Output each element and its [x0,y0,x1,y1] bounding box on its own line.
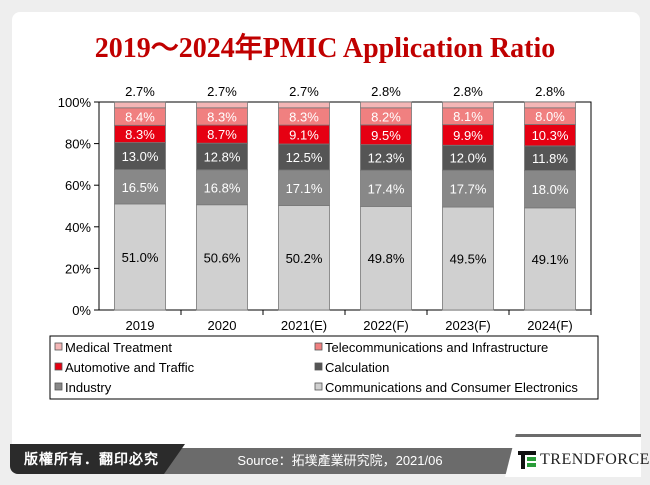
legend-swatch [314,382,323,391]
data-label: 8.2% [371,109,401,124]
bar-segment [442,101,494,109]
bar-segment [278,169,330,206]
x-tick-label: 2023(F) [445,318,491,333]
logo-area [505,434,641,477]
y-tick-label: 40% [65,220,91,235]
trendforce-logo-icon [518,451,536,469]
logo-text: TrendForce [540,451,650,468]
data-label: 8.4% [125,110,155,125]
bar-segment [524,170,576,209]
data-label: 2.8% [453,84,483,99]
bar-segment [278,205,330,311]
bar-segment [442,169,494,208]
data-label: 8.3% [125,127,155,142]
data-label: 12.0% [450,151,487,166]
data-label: 9.1% [289,128,319,143]
data-label: 12.5% [286,150,323,165]
bar-segment [442,144,494,171]
legend-swatch [54,382,63,391]
x-tick-label: 2019 [126,318,155,333]
data-label: 49.1% [532,252,569,267]
data-label: 9.5% [371,128,401,143]
data-label: 12.3% [368,150,405,165]
bar-segment [196,142,248,171]
copyright-notice: 版權所有．翻印必究 [10,444,185,474]
plot-area [98,101,592,311]
x-tick-label: 2024(F) [527,318,573,333]
bar-segment [524,207,576,311]
bar-segment [524,145,576,171]
data-label: 10.3% [532,128,569,143]
data-label: 11.8% [532,151,568,166]
bar-segment [196,169,248,206]
data-label: 2.8% [371,84,401,99]
bar-segment [114,203,166,311]
data-label: 8.3% [289,109,319,124]
bar-segment [524,101,576,109]
data-label: 50.2% [286,251,323,266]
y-tick-label: 20% [65,261,91,276]
bar-segment [360,169,412,207]
x-tick-label: 2022(F) [363,318,409,333]
data-label: 2.7% [125,84,155,99]
data-label: 12.8% [204,149,241,164]
legend-swatch [54,362,63,371]
y-tick-label: 100% [58,95,92,110]
bar-segment [442,206,494,311]
bar-segment [196,204,248,311]
y-tick-label: 80% [65,137,91,152]
data-label: 17.4% [368,181,405,196]
data-label: 18.0% [532,182,569,197]
legend-label: Communications and Consumer Electronics [325,380,578,395]
legend-swatch [314,342,323,351]
x-tick-label: 2020 [208,318,237,333]
data-label: 8.7% [207,127,237,142]
data-label: 49.8% [368,251,405,266]
data-label: 17.7% [450,182,487,197]
footer-band [150,448,530,474]
data-label: 2.8% [535,84,565,99]
bar-segment [114,101,166,109]
bar-segment [196,101,248,109]
bar-segment [278,101,330,109]
bar-segment [114,169,166,205]
trendforce-logo: TrendForce [518,451,650,469]
bar-segment [360,101,412,109]
data-label: 2.7% [207,84,237,99]
data-label: 16.8% [204,180,241,195]
legend-swatch [314,362,323,371]
legend-label: Calculation [325,360,389,375]
bar-segment [278,143,330,171]
legend-label: Medical Treatment [65,340,172,355]
y-tick-label: 60% [65,178,91,193]
data-label: 50.6% [204,250,241,265]
source-text: Source：拓墣產業研究院，2021/06 [237,453,443,468]
y-tick-label: 0% [72,303,91,318]
bar-segment [114,142,166,170]
legend-label: Automotive and Traffic [65,360,195,375]
data-label: 17.1% [286,181,323,196]
data-label: 9.9% [453,128,483,143]
legend-label: Industry [65,380,112,395]
data-label: 2.7% [289,84,319,99]
legend-swatch [54,342,63,351]
data-label: 8.0% [535,109,565,124]
legend-box [49,335,599,400]
data-label: 8.1% [453,109,483,124]
chart-title: 2019～2024年PMIC Application Ratio [94,33,556,64]
data-label: 16.5% [122,180,159,195]
data-label: 13.0% [122,149,159,164]
x-tick-label: 2021(E) [281,318,327,333]
data-label: 49.5% [450,252,487,267]
data-label: 51.0% [122,250,159,265]
legend-label: Telecommunications and Infrastructure [325,340,548,355]
data-label: 8.3% [207,109,237,124]
bar-segment [360,144,412,171]
